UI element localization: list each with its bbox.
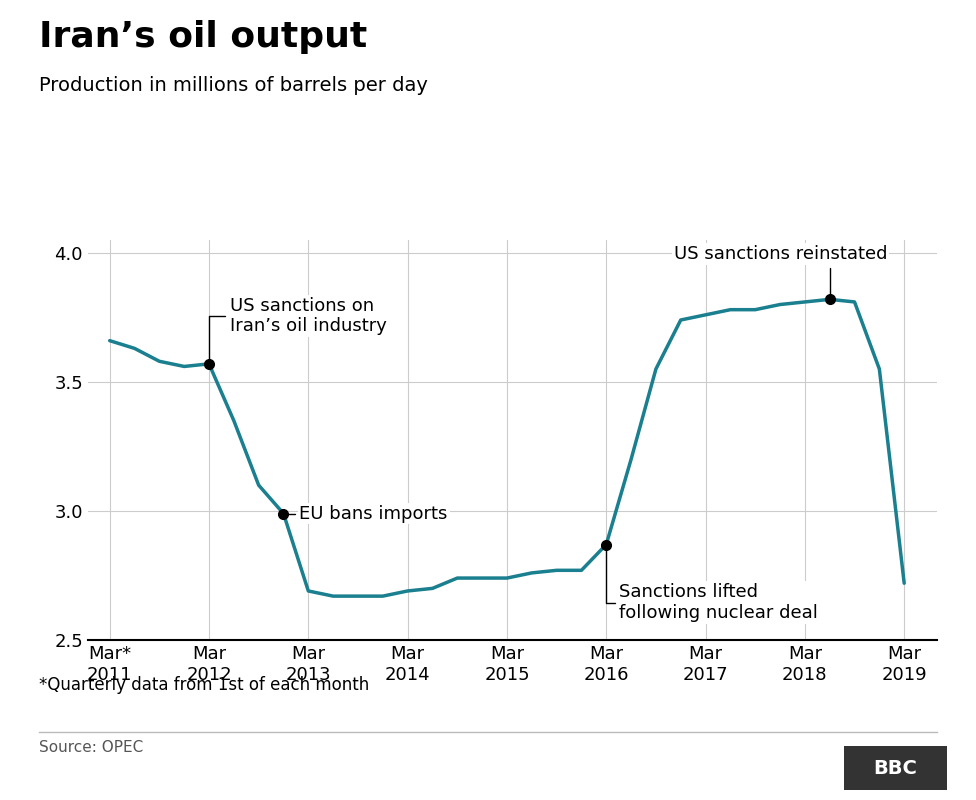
- Text: Iran’s oil output: Iran’s oil output: [39, 20, 367, 54]
- Text: Source: OPEC: Source: OPEC: [39, 740, 143, 755]
- Text: US sanctions reinstated: US sanctions reinstated: [673, 246, 887, 297]
- Text: US sanctions on
Iran’s oil industry: US sanctions on Iran’s oil industry: [209, 297, 386, 361]
- Point: [598, 538, 614, 551]
- Text: BBC: BBC: [874, 759, 917, 778]
- Point: [201, 358, 217, 370]
- Text: Sanctions lifted
following nuclear deal: Sanctions lifted following nuclear deal: [606, 547, 818, 622]
- Text: EU bans imports: EU bans imports: [286, 505, 448, 522]
- Text: Production in millions of barrels per day: Production in millions of barrels per da…: [39, 76, 427, 95]
- Text: *Quarterly data from 1st of each month: *Quarterly data from 1st of each month: [39, 676, 369, 694]
- Point: [822, 293, 837, 306]
- Point: [275, 507, 291, 520]
